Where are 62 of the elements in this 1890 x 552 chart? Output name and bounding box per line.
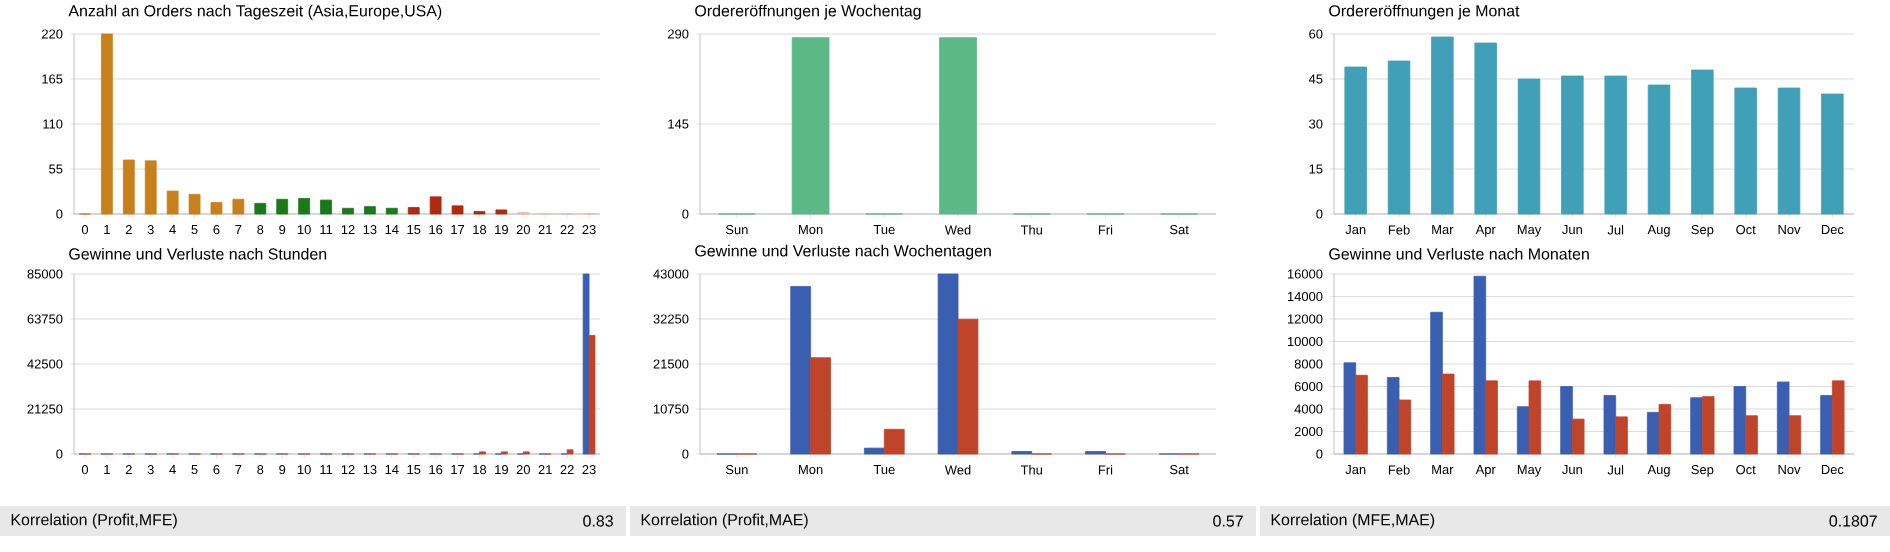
bar xyxy=(883,428,905,455)
bar xyxy=(407,207,420,215)
bar xyxy=(1386,377,1400,455)
bar xyxy=(276,198,289,215)
bar xyxy=(364,206,376,215)
bar xyxy=(566,449,574,455)
bar xyxy=(1615,416,1628,455)
bar xyxy=(1701,396,1715,455)
bar xyxy=(1398,399,1412,455)
bar xyxy=(166,190,179,215)
bar xyxy=(1745,415,1758,455)
bar xyxy=(1777,87,1801,215)
bar xyxy=(1516,406,1530,455)
bar xyxy=(937,273,959,455)
bar xyxy=(1473,275,1487,455)
bar xyxy=(1485,380,1498,455)
bar xyxy=(1603,395,1617,455)
bar xyxy=(429,196,442,215)
bar xyxy=(864,447,885,455)
bar xyxy=(188,193,201,215)
bar xyxy=(1831,380,1845,455)
bar xyxy=(1604,75,1627,215)
bar xyxy=(1690,397,1703,455)
bar xyxy=(210,202,223,215)
bar xyxy=(298,198,311,215)
bar xyxy=(957,318,979,455)
bar xyxy=(1571,418,1585,455)
bar xyxy=(1821,93,1844,215)
bar xyxy=(320,199,332,215)
bar xyxy=(588,335,596,455)
bar xyxy=(495,209,508,215)
bar xyxy=(1733,386,1747,455)
bar xyxy=(1776,381,1790,455)
bar xyxy=(1658,404,1672,455)
bar xyxy=(1788,415,1802,455)
bar xyxy=(451,205,464,215)
bar xyxy=(101,33,113,215)
bar xyxy=(1560,386,1573,455)
bar xyxy=(1431,36,1454,215)
bar xyxy=(1528,380,1542,455)
bar xyxy=(1691,69,1714,215)
bar xyxy=(582,273,590,455)
bar xyxy=(1344,66,1367,215)
bar xyxy=(122,159,135,215)
bar xyxy=(254,202,267,215)
bar xyxy=(1517,78,1541,215)
bar xyxy=(1474,42,1497,215)
bar xyxy=(1430,311,1443,455)
bar xyxy=(1343,362,1357,455)
bar xyxy=(1561,75,1584,215)
bar xyxy=(144,160,157,215)
bar xyxy=(790,286,811,455)
bar xyxy=(1441,373,1455,455)
bar xyxy=(385,207,398,215)
bar xyxy=(232,198,245,215)
bar xyxy=(342,207,354,215)
bar xyxy=(1820,395,1833,455)
bar xyxy=(1355,374,1368,455)
bar xyxy=(1734,87,1757,215)
bar xyxy=(810,357,831,455)
bar xyxy=(1647,84,1671,215)
bar xyxy=(1387,60,1411,215)
